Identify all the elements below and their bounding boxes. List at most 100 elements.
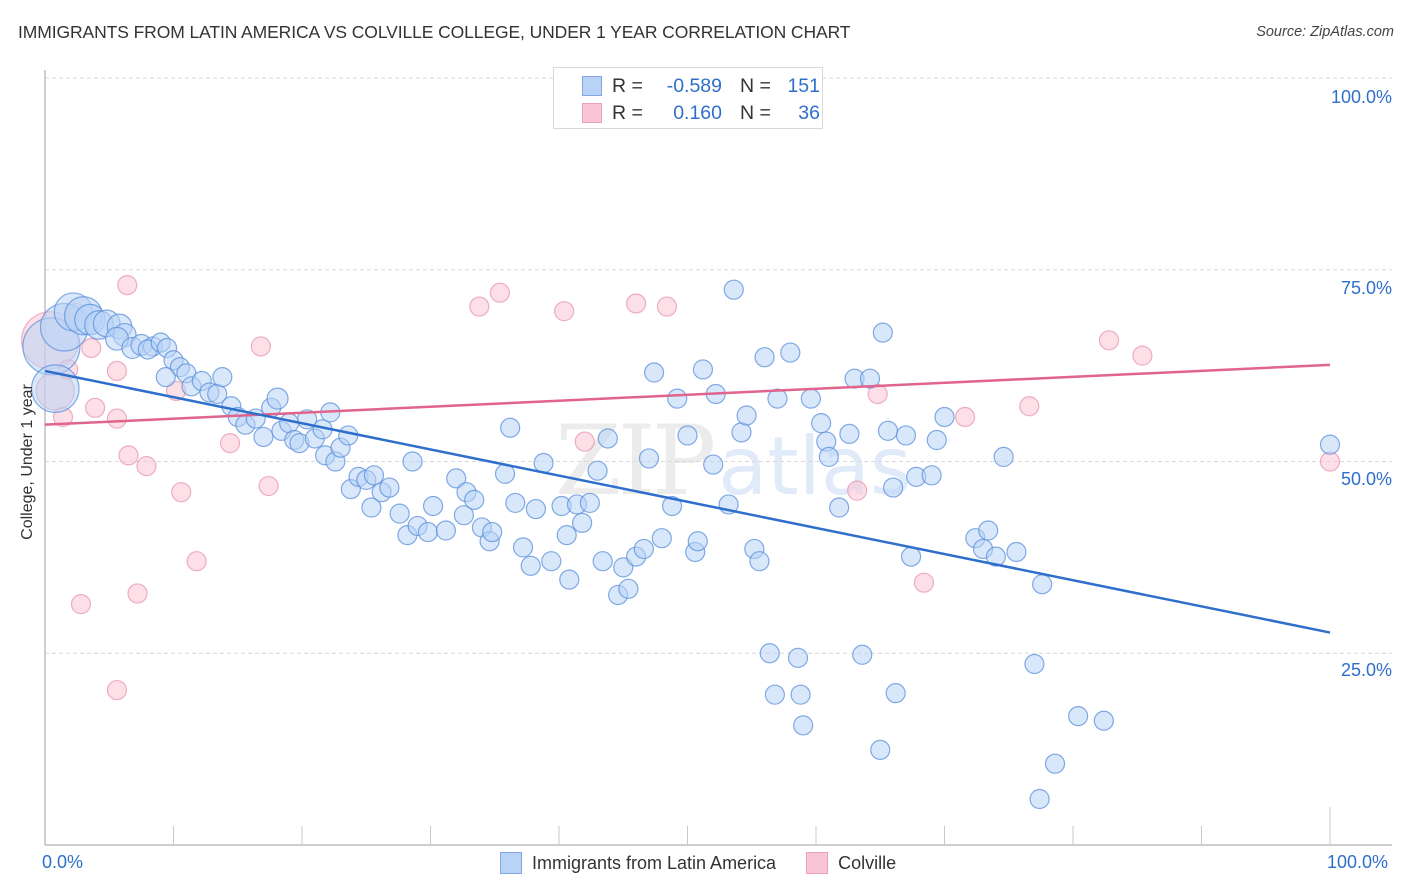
data-point: [500, 417, 521, 438]
data-point: [106, 679, 128, 701]
data-point: [1132, 345, 1153, 366]
data-point: [118, 445, 139, 466]
data-point: [985, 546, 1007, 567]
stats-row-latin-america: R = -0.589 N = 151: [582, 74, 820, 98]
data-point: [554, 301, 575, 322]
data-point: [811, 413, 832, 434]
data-point: [764, 684, 785, 705]
source-label: Source: ZipAtlas.com: [1256, 24, 1394, 40]
data-point: [954, 406, 976, 428]
data-point: [731, 422, 752, 443]
n-label: N =: [740, 101, 771, 124]
data-point: [839, 423, 860, 444]
data-point: [882, 477, 904, 498]
data-point: [703, 454, 724, 475]
data-point: [266, 387, 289, 410]
r-label: R =: [612, 74, 643, 97]
data-point: [895, 425, 917, 446]
y-tick-label: 100.0%: [1330, 87, 1392, 107]
trendline-latin-america: [44, 369, 1331, 634]
data-point: [533, 452, 554, 474]
r-value: 0.160: [673, 101, 722, 124]
stats-legend: R = -0.589 N = 151 R = 0.160 N = 36: [553, 67, 823, 129]
data-point: [749, 551, 770, 572]
data-point: [790, 684, 811, 705]
n-value: 151: [787, 74, 820, 97]
data-point: [435, 520, 457, 541]
data-point: [556, 525, 577, 546]
data-point: [1029, 788, 1050, 810]
data-point: [993, 446, 1014, 467]
data-point: [572, 512, 593, 533]
trendline-colville: [44, 363, 1331, 426]
data-point: [1098, 330, 1120, 351]
r-label: R =: [612, 101, 643, 124]
data-point: [482, 521, 503, 543]
data-point: [618, 578, 639, 599]
data-point: [656, 296, 678, 317]
series-latin-america-points: [22, 279, 1341, 810]
data-point: [253, 426, 274, 448]
data-point: [597, 428, 618, 449]
data-point: [446, 468, 467, 489]
data-point: [520, 555, 541, 576]
data-point: [525, 498, 546, 520]
data-point: [402, 451, 423, 472]
series-legend: Immigrants from Latin America Colville: [500, 852, 926, 874]
data-point: [921, 465, 942, 486]
data-point: [872, 322, 893, 343]
x-tick-label-max: 100.0%: [1327, 852, 1389, 872]
data-point: [885, 683, 906, 704]
data-point: [219, 432, 241, 454]
data-point: [464, 489, 485, 510]
data-point: [186, 551, 207, 572]
data-point: [687, 531, 708, 552]
data-point: [587, 460, 608, 481]
legend-item-colville[interactable]: Colville: [806, 852, 896, 874]
data-point: [643, 362, 665, 383]
legend-label: Colville: [838, 852, 897, 873]
chart-title: IMMIGRANTS FROM LATIN AMERICA VS COLVILL…: [18, 22, 851, 42]
data-point: [900, 546, 922, 567]
data-point: [677, 425, 698, 446]
data-point: [692, 359, 714, 380]
data-point: [1006, 541, 1027, 563]
data-point: [379, 477, 400, 498]
data-point: [870, 739, 891, 760]
blue-swatch-icon: [500, 852, 522, 874]
n-label: N =: [740, 74, 771, 97]
legend-item-latin-america[interactable]: Immigrants from Latin America: [500, 852, 776, 874]
data-point: [574, 431, 595, 452]
data-point: [1032, 574, 1053, 595]
data-point: [1093, 710, 1114, 731]
data-point: [417, 521, 439, 543]
data-point: [1319, 451, 1341, 472]
data-point: [800, 388, 821, 409]
data-point: [512, 537, 534, 558]
y-tick-label: 50.0%: [1340, 469, 1392, 489]
data-point: [780, 342, 801, 363]
data-point: [106, 408, 128, 429]
data-point: [559, 569, 580, 590]
data-point: [127, 583, 148, 604]
data-point: [859, 368, 881, 389]
data-point: [258, 475, 279, 497]
n-value: 36: [798, 101, 820, 124]
trendlines: [44, 363, 1331, 634]
data-point: [661, 495, 683, 517]
data-point: [489, 282, 510, 303]
data-point: [70, 594, 92, 615]
data-point: [505, 492, 526, 514]
data-point: [978, 520, 999, 541]
data-point: [212, 367, 233, 388]
data-point: [793, 715, 814, 736]
y-tick-label: 25.0%: [1340, 660, 1392, 680]
data-point: [579, 492, 600, 514]
data-point: [926, 429, 947, 451]
gridlines: [45, 77, 1392, 654]
data-point: [847, 480, 868, 501]
y-tick-label: 75.0%: [1340, 278, 1392, 298]
data-point: [453, 505, 475, 526]
data-point: [829, 497, 850, 518]
